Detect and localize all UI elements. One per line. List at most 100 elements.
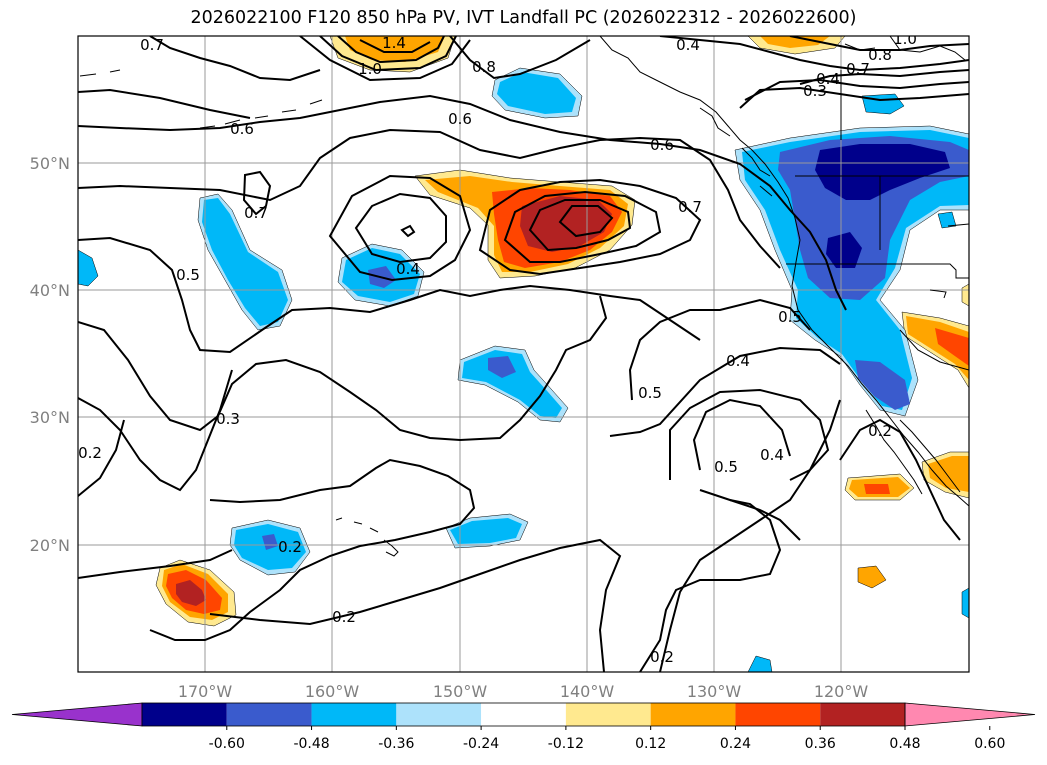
contour-0-6-upper: [78, 88, 251, 119]
anomaly-positive-east-4: [857, 565, 887, 589]
contour-label: 0.3: [803, 82, 827, 100]
colorbar-label: 0.60: [974, 736, 1005, 752]
colorbar-label: 0.36: [805, 736, 836, 752]
lon-tick: 160°W: [305, 682, 360, 701]
contour-high-loop-1: [328, 174, 472, 282]
colorbar-swatch: [311, 703, 397, 726]
coastline-hawaii: [335, 517, 399, 557]
anomaly-negative-coast-small-2: [937, 211, 957, 229]
anomaly-positive-southwest-darkred: [176, 580, 206, 606]
contour-0-2-west: [78, 419, 125, 497]
contour-0-7-midwest: [78, 128, 781, 269]
contour-label: 0.7: [140, 36, 164, 54]
anomaly-negative-right-edge: [961, 587, 969, 619]
colorbar-extend-high: [904, 702, 1036, 727]
anomaly-negative-west-band-inner: [202, 198, 288, 326]
colorbar-swatch: [396, 703, 482, 726]
contour-label: 0.5: [714, 458, 738, 476]
anomaly-positive-east-1-red: [935, 328, 969, 366]
political-borders: [786, 70, 969, 371]
contour-label: 0.4: [676, 36, 700, 54]
colorbar-swatch: [565, 703, 651, 726]
anomaly-negative-central-south-core: [488, 356, 516, 378]
contour-0-7-loop-west: [242, 170, 272, 216]
anomaly-negative-coast-south-mid: [855, 360, 910, 410]
contour-small-diamond: [400, 224, 416, 238]
contour-labels: 0.7 1.4 1.0 0.8 0.4 1.0 0.8 0.7 0.4 0.3 …: [78, 30, 917, 666]
pv-contours: [78, 36, 969, 672]
anomaly-negative-coast-core: [815, 144, 950, 200]
contour-alaska-2: [319, 36, 457, 72]
contour-label: 0.6: [448, 110, 472, 128]
colorbar-swatch: [142, 703, 227, 726]
coastline-baja: [865, 409, 961, 495]
colorbar-label: -0.48: [293, 736, 329, 752]
contour-label: 0.6: [650, 136, 674, 154]
contour-label: 0.5: [638, 384, 662, 402]
contour-alaska-1: [299, 36, 471, 82]
anomaly-negative-coast-core-2: [826, 232, 862, 268]
contour-central-loop-2: [503, 190, 662, 263]
contour-label: 0.4: [816, 70, 840, 88]
colorbar-swatch: [735, 703, 821, 726]
contour-0-4-high: [659, 36, 969, 72]
contour-label: 0.8: [868, 46, 892, 64]
contour-label: 0.2: [650, 648, 674, 666]
contour-label: 0.2: [278, 538, 302, 556]
anomaly-negative-far-west: [78, 249, 99, 287]
contour-label: 0.5: [778, 308, 802, 326]
contour-label: 0.2: [868, 422, 892, 440]
colorbar-label: 0.12: [635, 736, 666, 752]
lat-tick: 40°N: [30, 281, 70, 300]
colorbar-frame: [141, 702, 906, 727]
colorbar-label: -0.12: [548, 736, 584, 752]
colorbar-label: 0.24: [720, 736, 751, 752]
contour-0-4-west: [78, 295, 608, 442]
contour-label: 0.7: [846, 60, 870, 78]
contour-high-loop-2: [354, 192, 447, 264]
map-frame: [77, 35, 970, 673]
coastline-alaska: [599, 36, 969, 507]
contour-label: 0.2: [332, 608, 356, 626]
anomaly-positive-east-1-inner: [906, 316, 969, 380]
contour-label: 0.7: [244, 204, 268, 222]
contour-label: 0.5: [176, 266, 200, 284]
colorbar-label: -0.36: [378, 736, 414, 752]
anomaly-negative-bottom-small: [747, 655, 773, 672]
anomaly-negative-north-central-inner: [497, 72, 576, 114]
contour-label: 1.0: [893, 30, 917, 48]
lat-tick: 50°N: [30, 154, 70, 173]
contour-north-4: [739, 86, 969, 109]
longitude-ticks: 170°W 160°W 150°W 140°W 130°W 120°W: [178, 682, 869, 701]
colorbar-swatch: [226, 703, 312, 726]
contour-label: 0.6: [230, 120, 254, 138]
anomaly-positive-alaska-inner: [345, 36, 445, 62]
latitude-ticks: 50°N 40°N 30°N 20°N: [30, 154, 70, 555]
colorbar-extend-low: [11, 702, 143, 727]
contour-label: 0.7: [678, 198, 702, 216]
coastlines: [79, 36, 969, 557]
lon-tick: 120°W: [814, 682, 869, 701]
contour-0-5-loop: [692, 398, 791, 471]
contour-alaska-3: [337, 36, 445, 64]
anomaly-positive-east-5: [961, 283, 969, 307]
contour-label: 1.0: [358, 60, 382, 78]
contour-north-2: [799, 69, 969, 85]
lon-tick: 150°W: [433, 682, 488, 701]
contour-0-7-topleft: [149, 36, 321, 82]
colorbar-swatch: [650, 703, 736, 726]
contour-label: 0.3: [216, 410, 240, 428]
anomaly-positive-topright-inner: [760, 36, 830, 48]
anomaly-positive-east-3-red: [864, 484, 890, 494]
contour-0-5-west: [78, 236, 701, 354]
contour-0-6-west: [78, 94, 847, 311]
contour-label: 0.4: [760, 446, 784, 464]
contour-north-3: [744, 78, 969, 101]
contour-0-4-loop: [669, 388, 830, 481]
contour-0-3-west: [78, 369, 233, 492]
contour-0-2-east: [659, 399, 841, 672]
contour-central-loop-1: [478, 178, 702, 276]
coastline-bc-islands: [699, 107, 773, 197]
contour-label: 0.4: [726, 352, 750, 370]
map-title: 2026022100 F120 850 hPa PV, IVT Landfall…: [190, 8, 857, 28]
